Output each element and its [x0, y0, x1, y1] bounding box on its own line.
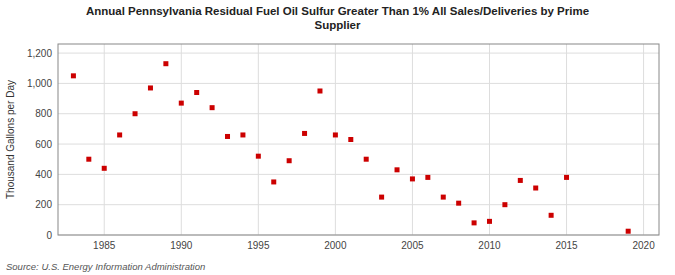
title-line: Supplier — [314, 19, 361, 31]
x-tick-label: 1985 — [93, 240, 116, 251]
point — [441, 195, 446, 200]
x-grid-line — [643, 44, 644, 235]
point — [102, 166, 107, 171]
points — [71, 61, 631, 234]
y-grid-line — [58, 113, 659, 114]
y-grid-line — [58, 83, 659, 84]
point — [317, 88, 322, 93]
y-tick-label: 600 — [35, 139, 52, 150]
point — [210, 105, 215, 110]
point — [179, 101, 184, 106]
x-grid-line — [258, 44, 259, 235]
point — [472, 220, 477, 225]
point — [348, 137, 353, 142]
point — [117, 132, 122, 137]
x-grid-line — [104, 44, 105, 235]
y-axis-label: Thousand Gallons per Day — [5, 80, 16, 199]
y-tick-label: 400 — [35, 169, 52, 180]
point — [148, 85, 153, 90]
x-tick-label: 2000 — [324, 240, 347, 251]
x-grid-line — [489, 44, 490, 235]
point — [271, 179, 276, 184]
point — [333, 132, 338, 137]
x-grid-line — [412, 44, 413, 235]
x-tick-label: 2010 — [478, 240, 501, 251]
point — [564, 175, 569, 180]
point — [364, 157, 369, 162]
grid — [58, 44, 659, 235]
point — [240, 132, 245, 137]
title: Annual Pennsylvania Residual Fuel Oil Su… — [86, 5, 589, 31]
x-tick-label: 2020 — [632, 240, 655, 251]
x-tick-label: 1995 — [247, 240, 270, 251]
point — [86, 157, 91, 162]
y-grid-line — [58, 174, 659, 175]
x-grid-line — [566, 44, 567, 235]
point — [163, 61, 168, 66]
point — [502, 202, 507, 207]
x-tick-label: 2005 — [401, 240, 424, 251]
point — [287, 158, 292, 163]
x-grid-line — [181, 44, 182, 235]
x-grid-line — [335, 44, 336, 235]
point — [518, 178, 523, 183]
y-grid-line — [58, 204, 659, 205]
x-tick-label: 2015 — [555, 240, 578, 251]
y-tick-label: 200 — [35, 199, 52, 210]
point — [456, 201, 461, 206]
point — [225, 134, 230, 139]
point — [256, 154, 261, 159]
y-grid-line — [58, 53, 659, 54]
point — [549, 213, 554, 218]
point — [379, 195, 384, 200]
source: Source: U.S. Energy Information Administ… — [6, 261, 205, 272]
point — [410, 176, 415, 181]
y-tick-label: 1,200 — [27, 48, 52, 59]
point — [395, 167, 400, 172]
y-tick-label: 1,000 — [27, 78, 52, 89]
y-tick-label: 800 — [35, 108, 52, 119]
point — [487, 219, 492, 224]
chart: Annual Pennsylvania Residual Fuel Oil Su… — [0, 0, 675, 275]
y-tick-label: 0 — [46, 230, 52, 241]
x-tick-label: 1990 — [170, 240, 193, 251]
title-line: Annual Pennsylvania Residual Fuel Oil Su… — [86, 5, 589, 17]
point — [533, 186, 538, 191]
point — [194, 90, 199, 95]
point — [71, 73, 76, 78]
point — [133, 111, 138, 116]
point — [425, 175, 430, 180]
y-grid-line — [58, 144, 659, 145]
plot-frame — [58, 44, 659, 235]
point — [626, 229, 631, 234]
point — [302, 131, 307, 136]
